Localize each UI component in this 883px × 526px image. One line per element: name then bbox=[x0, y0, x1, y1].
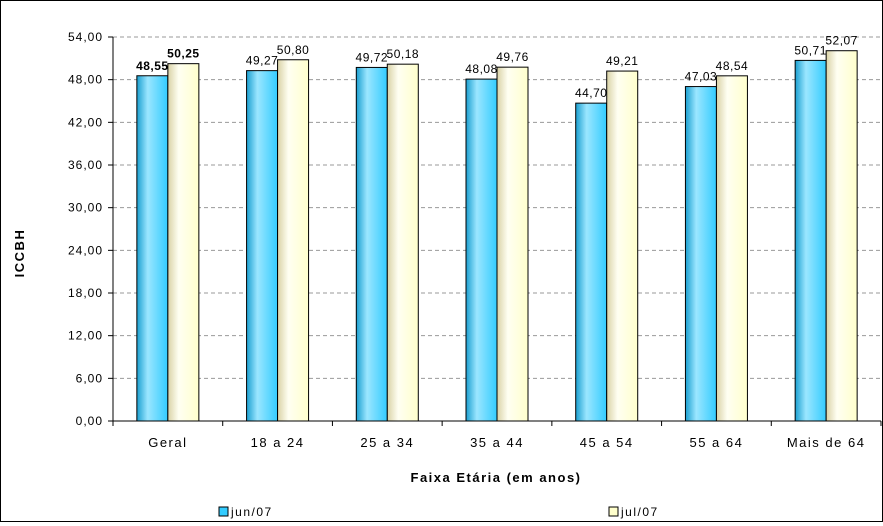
bar-jul07 bbox=[606, 70, 639, 422]
bar-jul07 bbox=[277, 59, 310, 422]
x-tick-labels: Geral 18 a 24 25 a 34 35 a 44 45 a 54 55 a 64… bbox=[148, 435, 866, 450]
data-label: 50,80 bbox=[277, 43, 310, 57]
legend-label-jun07: jun/07 bbox=[230, 505, 273, 519]
legend-swatch-jul07 bbox=[608, 506, 619, 517]
data-label: 44,70 bbox=[575, 86, 608, 100]
y-tick-label: 42,00 bbox=[68, 115, 103, 129]
y-tick-label: 54,00 bbox=[68, 30, 103, 44]
data-label: 49,72 bbox=[356, 50, 389, 64]
data-label: 50,71 bbox=[794, 43, 827, 57]
bar-jul07 bbox=[496, 66, 529, 422]
bar-jul07 bbox=[386, 63, 419, 422]
category-label: 35 a 44 bbox=[470, 435, 524, 450]
data-label: 48,08 bbox=[465, 62, 498, 76]
y-tick-label: 0,00 bbox=[76, 414, 103, 428]
data-label: 49,27 bbox=[246, 54, 279, 68]
category-label: Mais de 64 bbox=[787, 435, 866, 450]
bar-jun07 bbox=[794, 59, 827, 422]
y-tick-label: 6,00 bbox=[76, 371, 103, 385]
category-label: 25 a 34 bbox=[360, 435, 414, 450]
y-axis-title: ICCBH bbox=[12, 229, 27, 278]
data-label: 49,21 bbox=[606, 54, 639, 68]
category-label: Geral bbox=[148, 435, 187, 450]
data-label: 50,18 bbox=[387, 47, 420, 61]
bar-jul07 bbox=[167, 63, 200, 422]
data-label: 48,55 bbox=[136, 59, 169, 73]
data-label: 52,07 bbox=[825, 34, 858, 48]
y-tick-label: 36,00 bbox=[68, 158, 103, 172]
data-label: 48,54 bbox=[716, 59, 749, 73]
bar-jul07 bbox=[825, 50, 858, 422]
bar-jul07 bbox=[715, 75, 748, 422]
bars bbox=[136, 50, 858, 422]
data-label: 50,25 bbox=[167, 47, 200, 61]
bar-jun07 bbox=[355, 66, 388, 422]
bar-jun07 bbox=[246, 70, 279, 422]
bar-jun07 bbox=[465, 78, 498, 422]
y-tick-labels: 0,00 6,00 12,00 18,00 24,00 30,00 36,00 42,00 48… bbox=[68, 30, 103, 428]
axes bbox=[108, 36, 882, 426]
data-label: 49,76 bbox=[496, 50, 529, 64]
category-label: 18 a 24 bbox=[251, 435, 305, 450]
y-tick-label: 12,00 bbox=[68, 329, 103, 343]
y-tick-label: 30,00 bbox=[68, 201, 103, 215]
legend: jun/07 jul/07 bbox=[218, 505, 659, 519]
y-tick-label: 18,00 bbox=[68, 286, 103, 300]
legend-swatch-jun07 bbox=[218, 506, 229, 517]
gridlines bbox=[113, 36, 881, 379]
bar-jun07 bbox=[575, 102, 608, 422]
category-label: 45 a 54 bbox=[580, 435, 634, 450]
y-tick-label: 48,00 bbox=[68, 73, 103, 87]
legend-label-jul07: jul/07 bbox=[620, 505, 659, 519]
bar-jun07 bbox=[684, 86, 717, 422]
category-label: 55 a 64 bbox=[689, 435, 743, 450]
x-axis-title: Faixa Etária (em anos) bbox=[411, 470, 582, 485]
data-label: 47,03 bbox=[685, 70, 718, 84]
bar-jun07 bbox=[136, 75, 169, 422]
y-tick-label: 24,00 bbox=[68, 243, 103, 257]
